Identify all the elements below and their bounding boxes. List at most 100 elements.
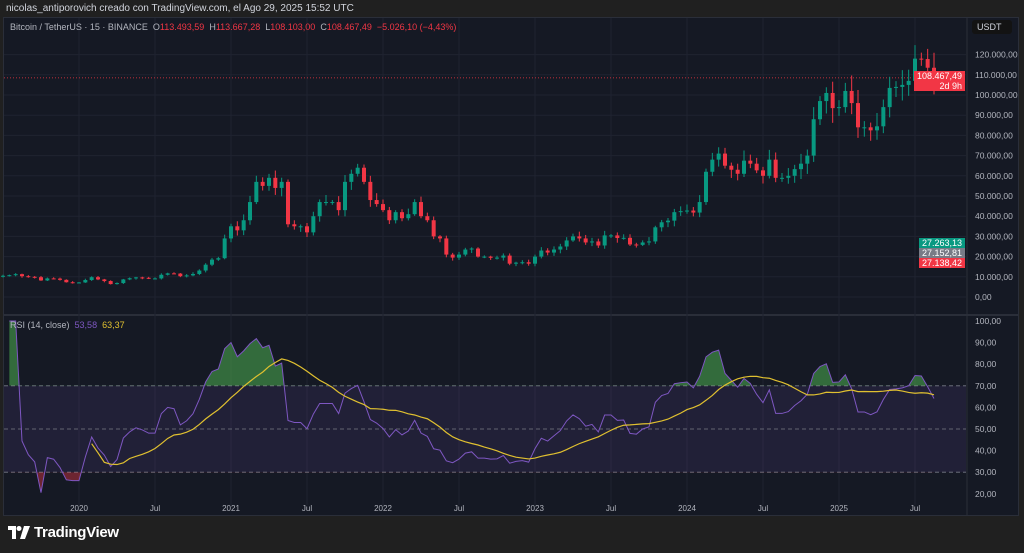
open-label: O: [152, 22, 160, 32]
candle-body: [305, 226, 309, 233]
candle-body: [336, 202, 341, 211]
candle-body: [235, 226, 240, 231]
candle-body: [723, 153, 727, 166]
candle-body: [77, 282, 81, 284]
rsi-name[interactable]: RSI (14, close): [10, 320, 70, 330]
price-tick-label: 110.000,00: [975, 70, 1017, 80]
candle-body: [343, 181, 347, 211]
rsi-legend: RSI (14, close) 53,58 63,37: [10, 320, 125, 330]
candle-body: [254, 181, 259, 203]
candle: [254, 175, 259, 205]
candle: [412, 199, 417, 216]
candle-body: [1, 275, 5, 277]
candle: [153, 277, 157, 280]
candle: [678, 206, 683, 216]
time-tick-label: 2021: [222, 504, 240, 513]
price-tick-label: 0,00: [975, 292, 992, 302]
candle: [520, 260, 525, 265]
candle-body: [140, 277, 145, 279]
candle-body: [463, 249, 468, 255]
candle: [723, 147, 727, 169]
candle-body: [412, 202, 417, 215]
rsi-value: 53,58: [74, 320, 98, 330]
candle-body: [469, 248, 474, 250]
candle-body: [887, 87, 892, 108]
candle: [134, 276, 138, 280]
candle-body: [640, 242, 645, 245]
candle-body: [406, 214, 411, 219]
candle-body: [685, 210, 689, 212]
candle-body: [526, 262, 531, 264]
candle-body: [324, 202, 328, 204]
candle-body: [13, 274, 18, 276]
candle-body: [191, 273, 195, 276]
price-tick-label: 60.000,00: [975, 171, 1013, 181]
rsi-tick-label: 40,00: [975, 446, 997, 456]
candle: [773, 152, 778, 183]
candle: [659, 219, 664, 232]
candle: [89, 276, 94, 281]
candle: [906, 69, 911, 96]
candle: [260, 177, 265, 191]
change-value: −5.026,10 (−4,43%): [376, 22, 457, 32]
candle-body: [735, 169, 740, 174]
candle-body: [767, 159, 772, 176]
symbol-name[interactable]: Bitcoin / TetherUS · 15 · BINANCE: [10, 22, 148, 32]
candle-body: [571, 236, 575, 241]
candle-body: [729, 165, 734, 170]
price-label-green: 27.263,13: [918, 238, 965, 248]
candle: [96, 276, 100, 281]
rsi-tick-label: 30,00: [975, 467, 997, 477]
candle: [406, 208, 411, 221]
candle: [102, 278, 107, 283]
currency-button[interactable]: USDT: [972, 20, 1012, 34]
candle-body: [20, 274, 24, 277]
rsi-band: [4, 385, 966, 473]
candle-body: [184, 275, 189, 277]
candle: [7, 274, 12, 277]
candle: [127, 277, 132, 281]
candle-body: [381, 204, 385, 211]
tradingview-logo[interactable]: TradingView: [8, 524, 119, 541]
candle: [431, 216, 436, 240]
rsi-tick-label: 60,00: [975, 402, 997, 412]
candle-body: [89, 277, 94, 281]
candle-body: [520, 262, 525, 264]
candle: [634, 242, 639, 248]
candle-body: [159, 274, 164, 279]
candle-body: [716, 153, 721, 160]
rsi-overbought-fill: [9, 321, 928, 386]
candle: [317, 199, 322, 222]
candle-body: [742, 160, 746, 174]
candle-body: [488, 256, 493, 258]
candle: [457, 251, 461, 260]
candle: [545, 248, 550, 256]
candle: [203, 263, 208, 273]
candle: [140, 276, 145, 280]
candle: [710, 152, 715, 177]
candle: [349, 169, 354, 190]
rsi-tick-label: 20,00: [975, 489, 997, 499]
candle-body: [875, 126, 879, 131]
time-tick-label: 2020: [70, 504, 88, 513]
candle: [672, 208, 677, 227]
candle: [146, 276, 151, 280]
candle-body: [647, 241, 651, 243]
rsi-ma-line: [91, 358, 935, 466]
candle-body: [862, 127, 867, 129]
candle-body: [761, 170, 765, 176]
candle: [374, 193, 379, 207]
candle-body: [197, 270, 202, 274]
candle-body: [387, 210, 392, 221]
candle-body: [539, 250, 544, 257]
candle: [590, 237, 594, 247]
candle: [653, 225, 658, 244]
candle-body: [678, 211, 683, 213]
candle-body: [153, 278, 157, 280]
candle-body: [431, 220, 436, 237]
rsi-tick-label: 100,00: [975, 316, 1001, 326]
candle: [39, 276, 43, 281]
candle-body: [330, 202, 335, 204]
candle: [564, 237, 569, 251]
